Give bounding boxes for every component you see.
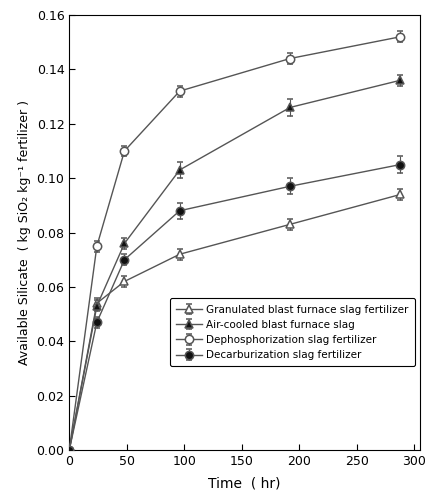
X-axis label: Time  ( hr): Time ( hr) [208, 476, 281, 490]
Legend: Granulated blast furnace slag fertilizer, Air-cooled blast furnace slag, Dephosp: Granulated blast furnace slag fertilizer… [170, 298, 415, 366]
Y-axis label: Available Silicate  ( kg SiO₂ kg⁻¹ fertilizer ): Available Silicate ( kg SiO₂ kg⁻¹ fertil… [18, 100, 31, 365]
